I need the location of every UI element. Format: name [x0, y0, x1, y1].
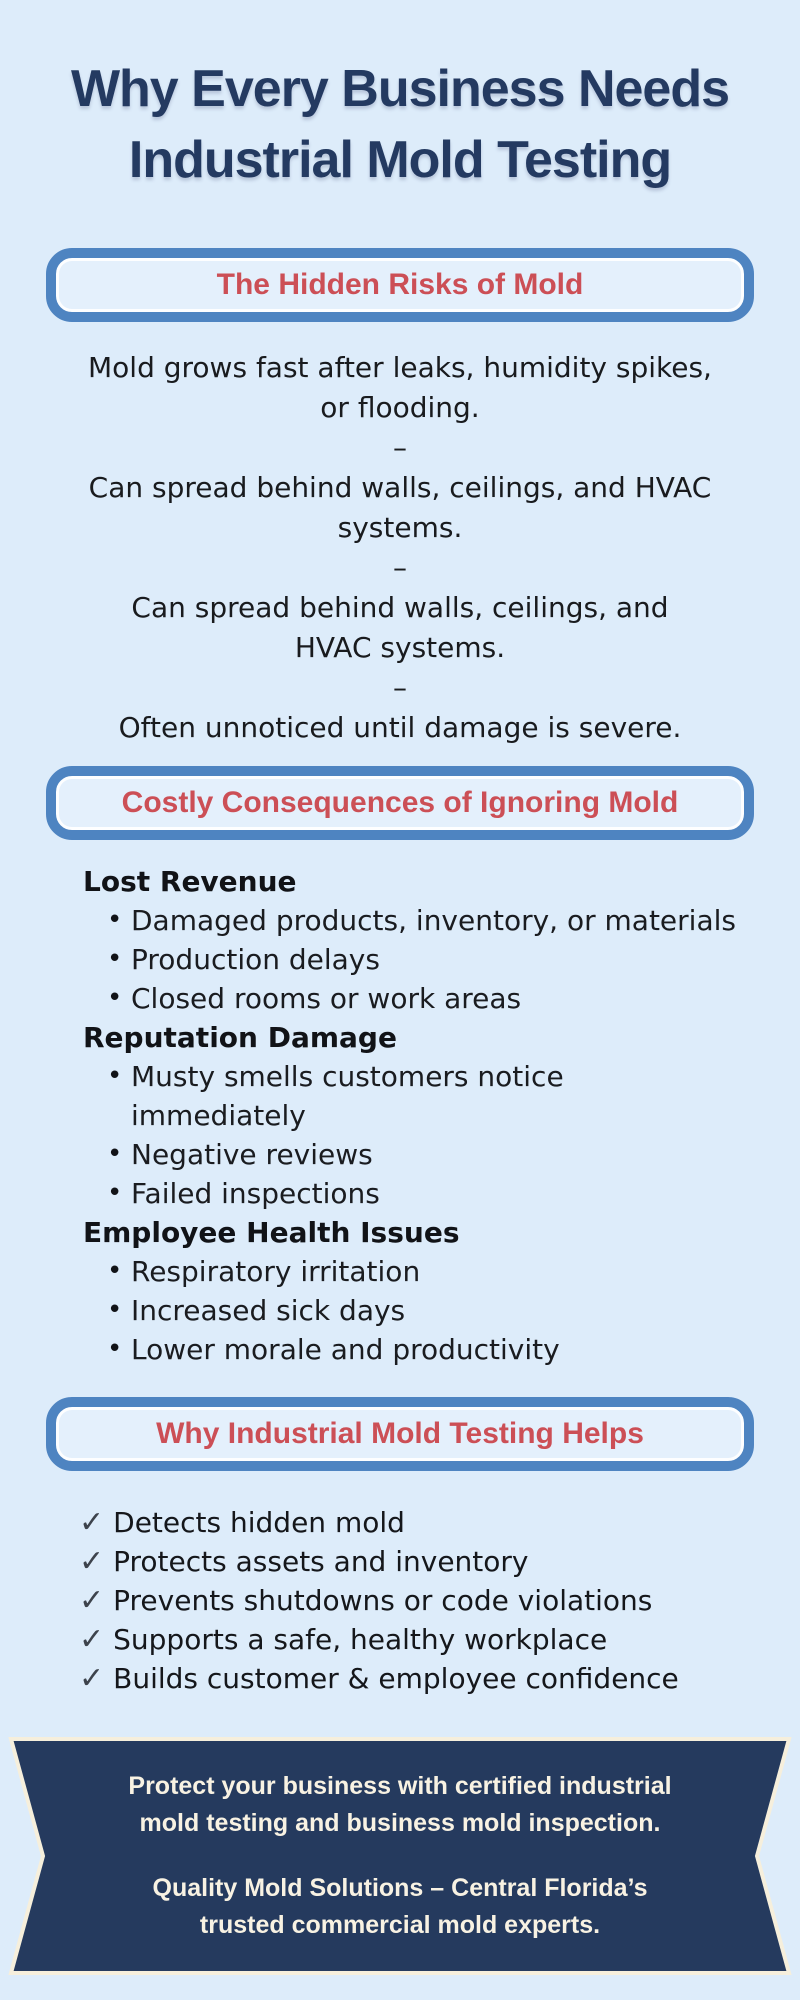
paragraph-line: Can spread behind walls, ceilings, and H… [88, 471, 712, 504]
paragraph-line: or flooding. [320, 391, 480, 424]
paragraph-line: systems. [337, 511, 463, 544]
section-header-hidden-risks: The Hidden Risks of Mold [46, 248, 754, 322]
ribbon-paragraph: Quality Mold Solutions – Central Florida… [153, 1870, 648, 1944]
list-item: • Musty smells customers notice immediat… [83, 1057, 770, 1135]
bullet-icon: • [107, 983, 123, 1013]
group-title-reputation-damage: Reputation Damage [83, 1021, 397, 1054]
paragraph-line: Can spread behind walls, ceilings, and [131, 591, 669, 624]
checklist-item: ✓ Protects assets and inventory [79, 1542, 800, 1581]
ribbon-text: Protect your business with certified ind… [8, 1736, 792, 1976]
ribbon-line: mold testing and business mold inspectio… [139, 1809, 661, 1837]
ribbon-line: Protect your business with certified ind… [128, 1772, 672, 1800]
checklist-item-text: Protects assets and inventory [113, 1545, 529, 1578]
list-item: • Closed rooms or work areas [83, 979, 770, 1018]
hidden-risks-text: Mold grows fast after leaks, humidity sp… [0, 348, 800, 748]
checklist-item-text: Builds customer & employee confidence [113, 1662, 679, 1695]
bullet-icon: • [107, 944, 123, 974]
check-icon: ✓ [79, 1661, 105, 1696]
page-title: Why Every Business Needs Industrial Mold… [0, 0, 800, 196]
check-icon: ✓ [79, 1583, 105, 1618]
ribbon-line: trusted commercial mold experts. [199, 1911, 601, 1939]
ribbon-shape [8, 1737, 792, 1975]
list-item: • Damaged products, inventory, or materi… [83, 901, 770, 940]
page-title-line-2: Industrial Mold Testing [128, 131, 672, 189]
checklist-item: ✓ Supports a safe, healthy workplace [79, 1620, 800, 1659]
checklist-item-text: Detects hidden mold [113, 1506, 405, 1539]
checklist-item-text: Prevents shutdowns or code violations [113, 1584, 653, 1617]
bullet-icon: • [107, 1334, 123, 1364]
list-item: • Lower morale and productivity [83, 1330, 770, 1369]
section-header-label: Costly Consequences of Ignoring Mold [121, 786, 679, 819]
list-item-text: Failed inspections [131, 1177, 380, 1210]
paragraph-line: HVAC systems. [294, 631, 506, 664]
paragraph-separator: – [393, 431, 407, 464]
list-item: • Negative reviews [83, 1135, 770, 1174]
list-item: • Increased sick days [83, 1291, 770, 1330]
list-item-text: Closed rooms or work areas [131, 982, 522, 1015]
list-item: • Failed inspections [83, 1174, 770, 1213]
page-title-line-1: Why Every Business Needs [70, 60, 730, 118]
paragraph-line: Often unnoticed until damage is severe. [118, 711, 682, 744]
bullet-icon: • [107, 1061, 123, 1091]
section-header-label: Why Industrial Mold Testing Helps [156, 1417, 644, 1450]
paragraph-separator: – [393, 551, 407, 584]
group-title-employee-health: Employee Health Issues [83, 1216, 460, 1249]
check-icon: ✓ [79, 1622, 105, 1657]
check-icon: ✓ [79, 1544, 105, 1579]
list-item-text: Increased sick days [131, 1294, 406, 1327]
ribbon-paragraph: Protect your business with certified ind… [128, 1768, 671, 1842]
consequences-list: Lost Revenue • Damaged products, invento… [0, 862, 800, 1369]
list-item-text: Negative reviews [131, 1138, 373, 1171]
section-header-label: The Hidden Risks of Mold [216, 268, 584, 301]
list-item: • Respiratory irritation [83, 1252, 770, 1291]
bullet-icon: • [107, 1139, 123, 1169]
paragraph-line: Mold grows fast after leaks, humidity sp… [88, 351, 712, 384]
bullet-icon: • [107, 1256, 123, 1286]
section-header-testing-helps: Why Industrial Mold Testing Helps [46, 1397, 754, 1471]
list-item: • Production delays [83, 940, 770, 979]
ribbon-line: Quality Mold Solutions – Central Florida… [152, 1874, 648, 1902]
list-item-text-line: immediately [131, 1099, 306, 1132]
list-item-text: Production delays [131, 943, 380, 976]
check-icon: ✓ [79, 1505, 105, 1540]
list-item-text-line: Musty smells customers notice [131, 1060, 564, 1093]
list-item-text: Respiratory irritation [131, 1255, 421, 1288]
bullet-icon: • [107, 1295, 123, 1325]
bullet-icon: • [107, 1178, 123, 1208]
checklist-item: ✓ Builds customer & employee confidence [79, 1659, 800, 1698]
group-title-lost-revenue: Lost Revenue [83, 865, 297, 898]
list-item-text: Damaged products, inventory, or material… [131, 904, 736, 937]
list-item-text: Lower morale and productivity [131, 1333, 560, 1366]
checklist-item: ✓ Prevents shutdowns or code violations [79, 1581, 800, 1620]
section-header-consequences: Costly Consequences of Ignoring Mold [46, 766, 754, 840]
cta-ribbon-banner: Protect your business with certified ind… [8, 1736, 792, 1976]
testing-helps-checklist: ✓ Detects hidden mold ✓ Protects assets … [0, 1503, 800, 1698]
paragraph-separator: – [393, 671, 407, 704]
bullet-icon: • [107, 905, 123, 935]
ribbon-polygon [8, 1737, 792, 1975]
checklist-item: ✓ Detects hidden mold [79, 1503, 800, 1542]
checklist-item-text: Supports a safe, healthy workplace [113, 1623, 608, 1656]
